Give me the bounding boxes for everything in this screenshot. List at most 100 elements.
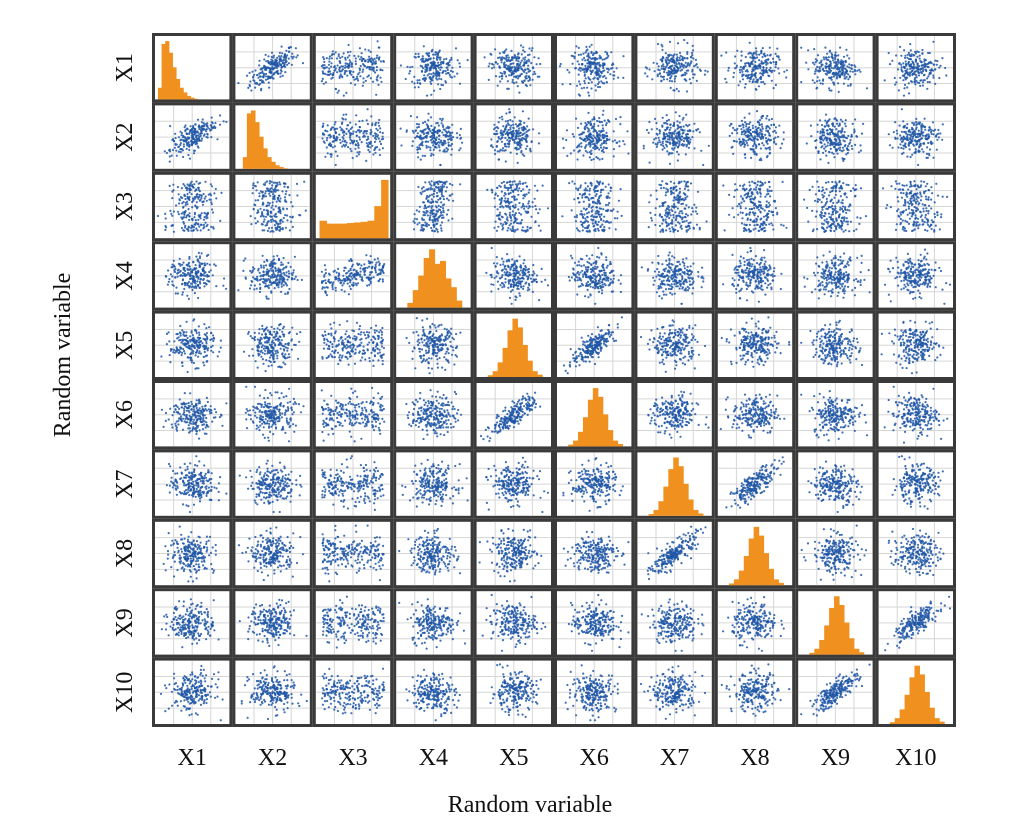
scatter-point	[821, 128, 823, 130]
scatter-point	[194, 123, 196, 125]
scatter-point	[826, 129, 828, 131]
scatter-point	[413, 76, 415, 78]
scatter-point	[602, 76, 604, 78]
scatter-point	[510, 50, 512, 52]
scatter-point	[269, 77, 271, 79]
scatter-point	[497, 85, 499, 87]
scatter-point	[438, 144, 440, 146]
scatter-point	[363, 58, 365, 60]
scatter-point	[748, 63, 750, 65]
scatter-point	[884, 79, 886, 81]
scatter-point	[514, 142, 516, 144]
scatter-point	[528, 71, 530, 73]
scatter-point	[459, 66, 461, 68]
scatter-point	[843, 83, 845, 85]
scatter-point	[785, 76, 787, 78]
scatter-point	[583, 139, 585, 141]
scatter-point	[428, 181, 430, 183]
scatter-point	[739, 141, 741, 143]
scatter-point	[426, 123, 428, 125]
scatter-point	[219, 220, 221, 222]
scatter-point	[422, 60, 424, 62]
scatter-point	[418, 86, 420, 88]
scatter-point	[447, 219, 449, 221]
scatter-point	[497, 63, 499, 65]
scatter-point	[754, 61, 756, 63]
scatter-point	[448, 199, 450, 201]
scatter-point	[831, 152, 833, 154]
scatter-point	[364, 65, 366, 67]
scatter-point	[892, 147, 894, 149]
scatter-point	[779, 59, 781, 61]
scatter-point	[532, 79, 534, 81]
scatter-point	[197, 196, 199, 198]
scatter-point	[846, 137, 848, 139]
scatter-point	[686, 51, 688, 53]
scatter-point	[345, 113, 347, 115]
scatter-point	[903, 136, 905, 138]
scatter-point	[588, 122, 590, 124]
scatter-point	[914, 151, 916, 153]
scatter-point	[520, 62, 522, 64]
scatter-point	[597, 77, 599, 79]
scatter-point	[657, 43, 659, 45]
scatter-point	[613, 148, 615, 150]
scatter-point	[257, 220, 259, 222]
scatter-point	[447, 72, 449, 74]
scatter-point	[499, 212, 501, 214]
scatter-point	[859, 144, 861, 146]
scatter-point	[263, 58, 265, 60]
scatter-point	[904, 57, 906, 59]
scatter-point	[496, 145, 498, 147]
scatter-point	[732, 153, 734, 155]
scatter-point	[666, 114, 668, 116]
scatter-point	[430, 125, 432, 127]
panel-x2-x3	[313, 102, 393, 171]
scatter-point	[741, 75, 743, 77]
scatter-point	[762, 81, 764, 83]
scatter-point	[431, 194, 433, 196]
scatter-point	[767, 58, 769, 60]
scatter-point	[663, 132, 665, 134]
scatter-point	[451, 132, 453, 134]
scatter-point	[940, 65, 942, 67]
scatter-point	[508, 111, 510, 113]
scatter-point	[686, 42, 688, 44]
scatter-point	[745, 123, 747, 125]
scatter-point	[823, 148, 825, 150]
scatter-point	[186, 148, 188, 150]
scatter-point	[748, 131, 750, 133]
scatter-point	[672, 149, 674, 151]
scatter-point	[919, 139, 921, 141]
scatter-point	[520, 44, 522, 46]
scatter-point	[165, 217, 167, 219]
scatter-point	[512, 139, 514, 141]
scatter-point	[417, 152, 419, 154]
histogram-bar	[367, 221, 374, 238]
scatter-point	[749, 138, 751, 140]
scatter-point	[851, 145, 853, 147]
histogram-bar	[158, 88, 162, 100]
scatter-point	[339, 139, 341, 141]
scatter-point	[831, 67, 833, 69]
scatter-point	[282, 75, 284, 77]
scatter-point	[527, 80, 529, 82]
scatter-point	[684, 78, 686, 80]
scatter-point	[285, 190, 287, 192]
scatter-point	[377, 129, 379, 131]
scatter-point	[563, 147, 565, 149]
scatter-point	[363, 130, 365, 132]
scatter-point	[425, 198, 427, 200]
scatter-point	[441, 191, 443, 193]
scatter-point	[682, 132, 684, 134]
scatter-point	[844, 77, 846, 79]
scatter-point	[253, 74, 255, 76]
scatter-point	[519, 120, 521, 122]
scatter-point	[425, 224, 427, 226]
scatter-point	[595, 71, 597, 73]
scatter-point	[836, 143, 838, 145]
scatter-point	[283, 59, 285, 61]
scatter-point	[679, 136, 681, 138]
scatter-point	[516, 198, 518, 200]
scatter-point	[827, 145, 829, 147]
